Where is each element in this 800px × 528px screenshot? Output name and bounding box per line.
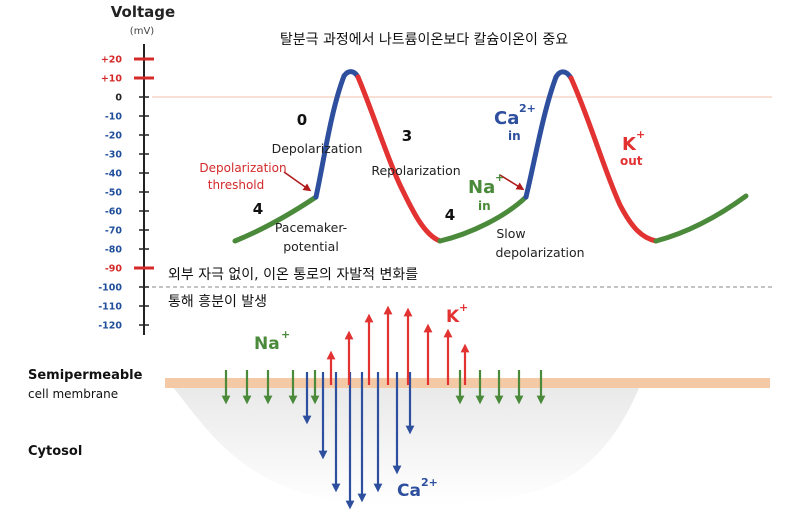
axis-tick-label: 0 [115,93,122,104]
cell-membrane [165,378,770,388]
phase3-repolarization-segment-1 [355,74,443,244]
axis-tick-label: -20 [105,131,123,142]
axis-tick-label: -100 [98,283,122,294]
cytosol-shape [172,386,640,506]
axis-tick-label: -60 [105,207,123,218]
svg-text:2+: 2+ [421,476,438,489]
ion-flux-arrows [221,305,546,510]
svg-text:Ca: Ca [397,481,421,501]
svg-text:Na: Na [468,177,495,198]
phase4-slow-depolarization-segment [437,194,529,244]
phase4-tail-segment [653,193,749,244]
phase-0-label: 0 [297,111,307,129]
axis-tick-label: -50 [105,188,123,199]
phase0-upstroke-segment-2 [523,74,559,200]
svg-text:+: + [459,301,468,314]
na-in-label: Na + in [468,171,504,213]
svg-text:in: in [508,129,521,143]
phase3-repolarization-segment-2 [568,75,659,244]
axis-tick-label: -110 [98,302,122,313]
repolarization-label: Repolarization [371,163,460,178]
axis-tick-label: -70 [105,226,123,237]
korean-title: 탈분극 과정에서 나트륨이온보다 칼슘이온이 중요 [280,32,568,48]
threshold-label-line1: Depolarization [199,161,286,175]
korean-note-line2: 통해 흥분이 발생 [168,294,267,310]
membrane-label-line2: cell membrane [28,387,118,401]
slow-label-line1: Slow [496,226,525,241]
ca-bottom-label: Ca 2+ [397,476,438,501]
action-potential-curve [232,69,749,244]
pacemaker-label-line1: Pacemaker- [275,220,347,235]
axis-tick-label: -30 [105,150,123,161]
threshold-label-line2: threshold [208,178,265,192]
phase-4-label-a: 4 [253,200,263,218]
k-bottom-label: K + [446,301,468,327]
pacemaker-label-line2: potential [283,239,339,254]
svg-text:K: K [622,134,637,155]
korean-note-line1: 외부 자극 없이, 이온 통로의 자발적 변화를 [168,267,418,283]
svg-text:out: out [620,154,643,168]
svg-text:Na: Na [254,334,280,354]
axis-tick-label: -40 [105,169,123,180]
svg-text:K: K [446,307,460,327]
phase-4-label-b: 4 [445,206,455,224]
axis-tick-label: -10 [105,112,123,123]
k-out-label: K + out [620,128,645,168]
threshold-arrow-1 [283,171,312,192]
ca-in-label: Ca 2+ in [494,102,536,143]
axis-tick-label: +10 [101,74,123,85]
svg-text:+: + [495,171,504,184]
axis-unit: (mV) [130,26,154,37]
membrane-label-line1: Semipermeable [28,368,143,383]
svg-text:+: + [281,328,290,341]
slow-label-line2: depolarization [495,245,584,260]
svg-text:Ca: Ca [494,108,519,129]
svg-text:+: + [636,128,645,141]
phase-3-label: 3 [402,127,412,145]
axis-tick-label: -90 [105,264,123,275]
voltage-axis: Voltage (mV) +20 +10 0 -10 -20 -30 -40 -50 -60 -7… [98,3,175,335]
axis-ticks: +20 +10 0 -10 -20 -30 -40 -50 -60 -70 -80 -90 -100 -1… [98,55,154,332]
axis-tick-label: -80 [105,245,123,256]
svg-text:2+: 2+ [519,102,536,115]
axis-tick-label: +20 [101,55,123,66]
depolarization-label: Depolarization [272,141,363,156]
phase0-upstroke-segment-1 [313,73,347,200]
svg-text:in: in [478,199,491,213]
threshold-arrow-2 [499,174,525,191]
axis-title: Voltage [111,3,175,21]
phase4-pacemaker-segment [232,194,319,244]
axis-tick-label: -120 [98,321,122,332]
na-bottom-label: Na + [254,328,290,354]
cytosol-label: Cytosol [28,444,82,459]
